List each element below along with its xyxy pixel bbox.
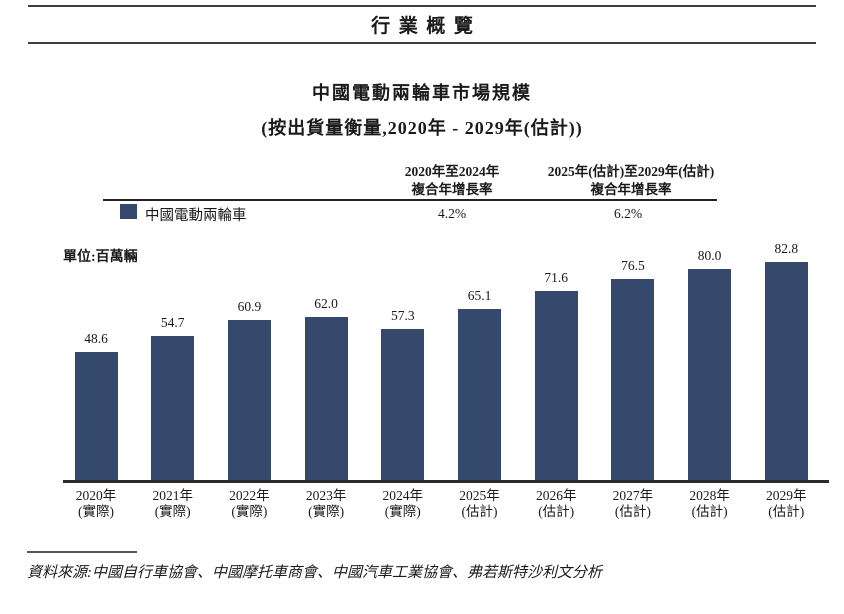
x-axis-line xyxy=(63,480,829,483)
source-text: 資料來源:中國自行車協會、中國摩托車商會、中國汽車工業協會、弗若斯特沙利文分析 xyxy=(27,565,602,581)
bar-value-label: 54.7 xyxy=(160,315,185,330)
chart-title: 中國電動兩輪車市場規模 xyxy=(312,83,532,103)
x-axis-label-year: 2026年 xyxy=(535,488,577,503)
bar-2028年 xyxy=(688,269,732,480)
x-axis-label-note: (實際) xyxy=(308,504,345,519)
bar-value-label: 76.5 xyxy=(621,258,645,273)
bar-value-label: 48.6 xyxy=(84,331,108,346)
bar-2027年 xyxy=(611,279,655,480)
x-axis-label-year: 2022年 xyxy=(229,488,270,503)
bar-2026年 xyxy=(534,291,578,480)
x-axis-label-note: (估計) xyxy=(461,504,498,519)
x-axis-label-note: (實際) xyxy=(231,504,268,519)
bar-2022年 xyxy=(227,320,271,480)
bar-value-label: 57.3 xyxy=(390,308,415,323)
x-axis-label-year: 2029年 xyxy=(766,488,807,503)
x-axis-label: 2025年 (估計) xyxy=(440,488,520,520)
legend-label: 中國電動兩輪車 xyxy=(145,208,247,224)
x-axis-label: 2021年 (實際) xyxy=(133,488,213,520)
unit-label: 單位:百萬輛 xyxy=(63,250,138,265)
cagr-value-2025-2029: 6.2% xyxy=(613,206,643,221)
x-axis-label-year: 2021年 xyxy=(152,488,193,503)
x-axis-label: 2027年 (估計) xyxy=(593,488,673,520)
x-axis-label-year: 2020年 xyxy=(75,488,117,503)
page-title: 行業概覽 xyxy=(371,16,482,37)
bar-2020年 xyxy=(74,352,118,480)
x-axis-label-note: (實際) xyxy=(154,504,191,519)
x-axis-label-year: 2028年 xyxy=(689,488,730,503)
bar-value-label: 80.0 xyxy=(697,248,722,263)
legend-square-icon xyxy=(120,204,137,219)
x-axis-label: 2023年 (實際) xyxy=(286,488,366,520)
x-axis-label-note: (估計) xyxy=(614,504,651,519)
chart-subtitle: (按出貨量衡量,2020年 - 2029年(估計)) xyxy=(261,118,583,138)
bar-value-label: 82.8 xyxy=(774,241,799,256)
cagr-value-2020-2024: 4.2% xyxy=(437,206,467,221)
x-axis-label: 2029年 (估計) xyxy=(746,488,826,520)
cagr-table-rule xyxy=(103,199,717,201)
bar-2023年 xyxy=(304,317,348,480)
header-bottom-rule xyxy=(28,42,816,44)
bar-2025年 xyxy=(458,309,501,480)
bar-value-label: 71.6 xyxy=(544,270,568,285)
cagr-column-1-header-line2: 複合年增長率 xyxy=(411,182,493,197)
x-axis-label: 2022年 (實際) xyxy=(209,488,289,520)
x-axis-label-note: (實際) xyxy=(384,504,421,519)
x-axis-label-year: 2023年 xyxy=(305,488,347,503)
header-top-rule xyxy=(28,5,816,7)
x-axis-label-year: 2024年 xyxy=(382,488,424,503)
cagr-column-1-header: 2020年至2024年 複合年增長率 xyxy=(342,163,562,199)
x-axis-label-year: 2025年 xyxy=(459,488,500,503)
cagr-column-2-header-line1: 2025年(估計)至2029年(估計) xyxy=(547,164,715,179)
x-axis-label-note: (估計) xyxy=(538,504,575,519)
bar-value-label: 65.1 xyxy=(467,288,492,303)
x-axis-label: 2028年 (估計) xyxy=(670,488,750,520)
x-axis-label-note: (估計) xyxy=(691,504,728,519)
bar-2021年 xyxy=(151,336,195,480)
bar-2029年 xyxy=(764,262,808,480)
x-axis-label-note: (估計) xyxy=(768,504,805,519)
x-axis-label: 2020年 (實際) xyxy=(56,488,136,520)
x-axis-label: 2024年 (實際) xyxy=(363,488,443,520)
cagr-column-1-header-line1: 2020年至2024年 xyxy=(404,164,500,179)
cagr-column-2-header: 2025年(估計)至2029年(估計) 複合年增長率 xyxy=(496,163,766,199)
footnote-rule xyxy=(27,551,137,553)
cagr-column-2-header-line2: 複合年增長率 xyxy=(590,182,672,197)
bar-value-label: 60.9 xyxy=(237,299,262,314)
x-axis-label: 2026年 (估計) xyxy=(516,488,596,520)
x-axis-label-year: 2027年 xyxy=(612,488,654,503)
x-axis-label-note: (實際) xyxy=(78,504,114,519)
bar-2024年 xyxy=(381,329,425,480)
bar-value-label: 62.0 xyxy=(314,296,338,311)
